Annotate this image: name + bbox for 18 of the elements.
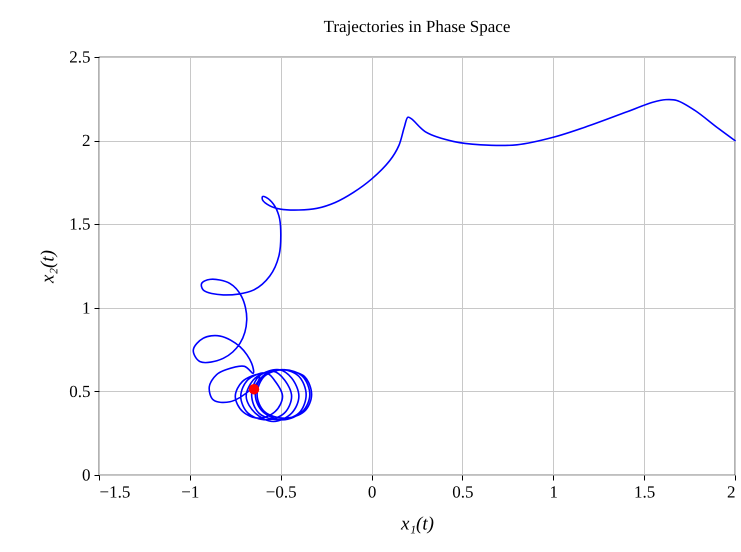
x-tick-label: −0.5 <box>266 482 297 502</box>
line-series <box>192 98 736 422</box>
x-tick-label: 1.5 <box>634 482 656 502</box>
y-tick-label: 2.5 <box>69 48 90 66</box>
y-tick-label: 1 <box>82 298 90 318</box>
y-axis-title: x₂(t) <box>37 250 58 284</box>
x-tick-label: −1 <box>181 482 200 502</box>
y-tick-label: 0.5 <box>69 382 90 401</box>
y-tick-label: 1.5 <box>69 214 90 234</box>
x-axis-title: x₁(t) <box>400 514 434 534</box>
x-tick-label: 0 <box>368 482 376 502</box>
y-tick-label: 0 <box>82 466 90 484</box>
x-tick-label: 1 <box>550 482 558 502</box>
x-tick-label: −1.5 <box>100 482 130 502</box>
x-tick-label: 2 <box>727 482 736 502</box>
x-tick-label: 0.5 <box>452 482 474 502</box>
y-tick-label: 2 <box>82 131 90 150</box>
chart-title: Trajectories in Phase Space <box>324 17 510 36</box>
